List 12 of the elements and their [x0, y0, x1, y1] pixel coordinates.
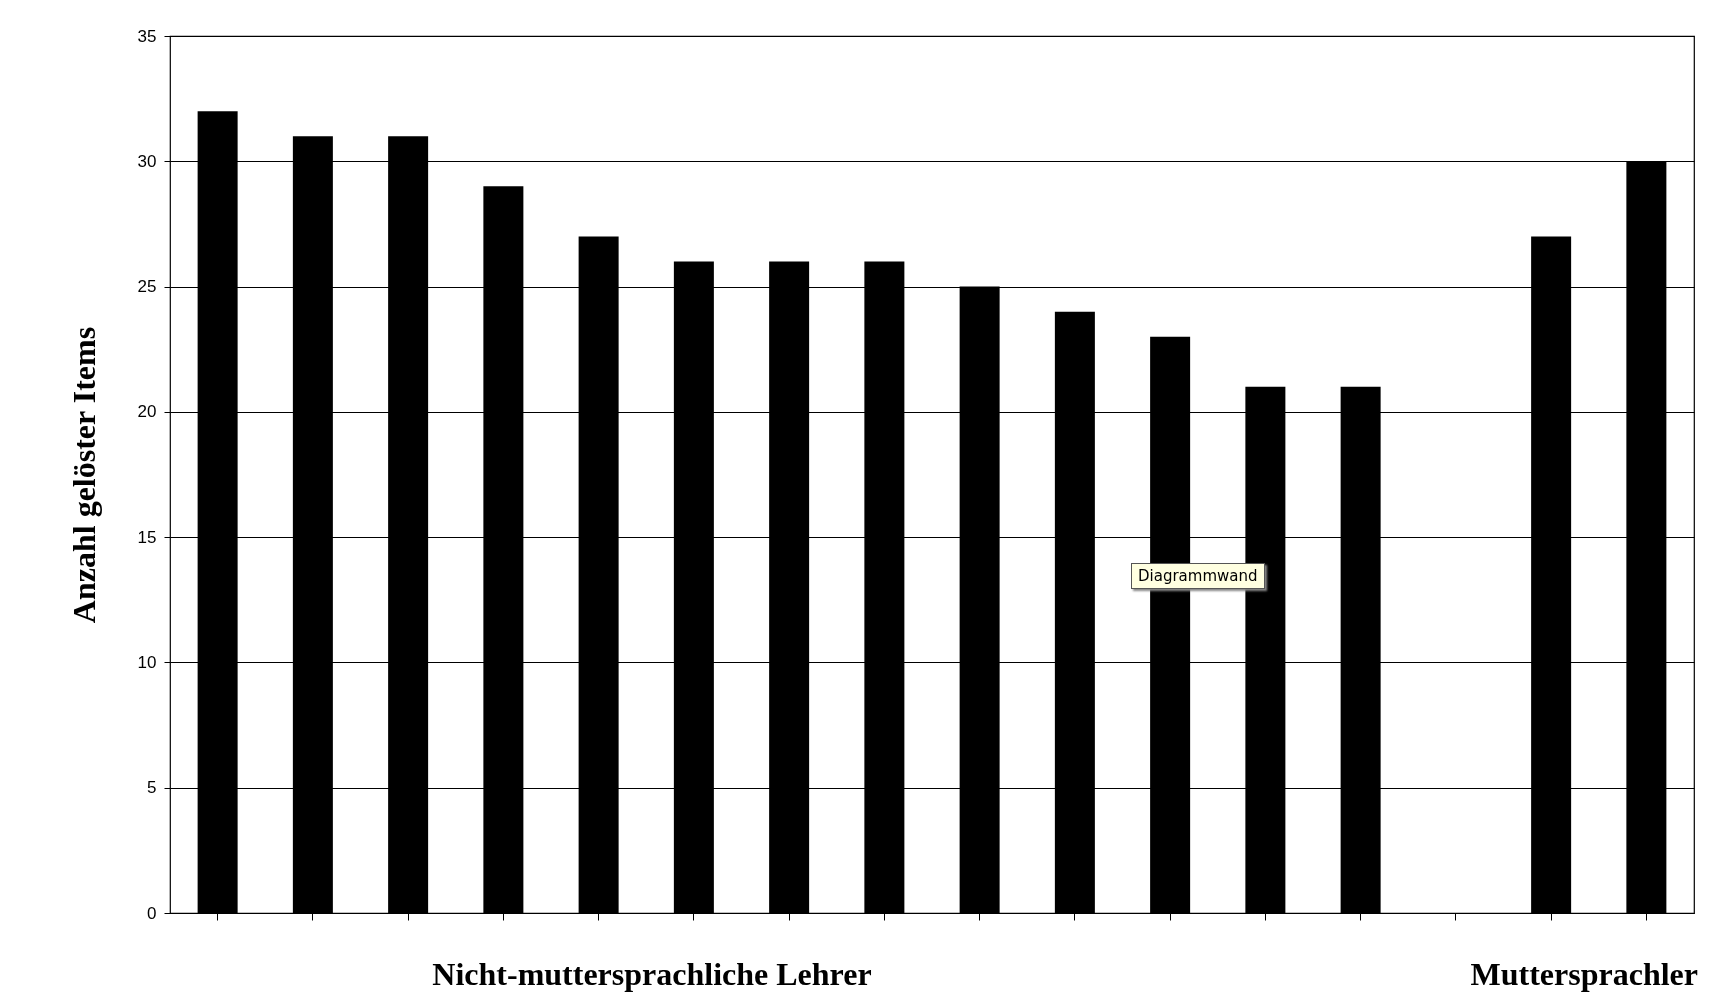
tooltip-box: Diagrammwand: [1131, 563, 1265, 589]
y-tick-label: 20: [137, 402, 157, 422]
y-tick-label: 0: [147, 903, 157, 923]
y-tick-label: 25: [137, 277, 157, 297]
y-tick-label: 5: [147, 778, 157, 798]
text: Muttersprachler: [1470, 956, 1698, 992]
y-axis-title: Anzahl gelöster Items: [65, 326, 102, 624]
y-tick-label: 30: [137, 151, 157, 171]
y-tick-label: 15: [137, 527, 157, 547]
text: Nicht-muttersprachliche Lehrer: [432, 956, 872, 992]
y-tick-label: 10: [137, 652, 157, 672]
y-tick-label: 35: [137, 26, 157, 46]
